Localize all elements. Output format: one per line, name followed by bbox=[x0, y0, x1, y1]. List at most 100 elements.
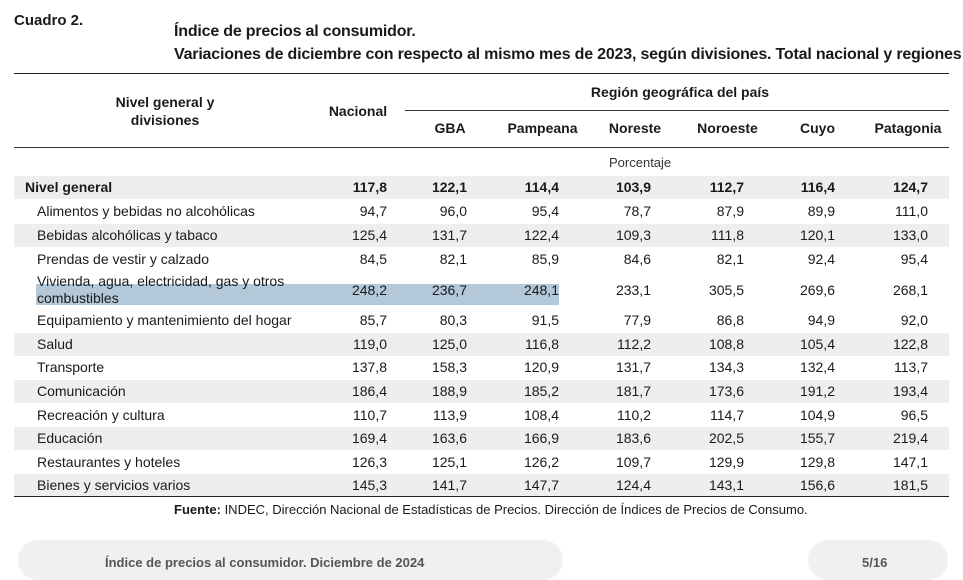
title-line-2: Variaciones de diciembre con respecto al… bbox=[174, 46, 962, 63]
cell-cuyo: 191,2 bbox=[799, 383, 835, 399]
cell-patagonia: 113,7 bbox=[894, 359, 928, 375]
cell-nacional: 145,3 bbox=[351, 477, 387, 493]
cell-cuyo: 155,7 bbox=[799, 430, 835, 446]
cell-noreste: 233,1 bbox=[615, 282, 651, 298]
cell-noreste: 110,2 bbox=[617, 407, 651, 423]
row-label: Nivel general bbox=[25, 179, 113, 195]
region-header-noroeste: Noroeste bbox=[697, 120, 758, 136]
cell-nacional: 110,7 bbox=[353, 407, 387, 423]
cell-gba: 163,6 bbox=[431, 430, 467, 446]
cell-noreste: 103,9 bbox=[615, 179, 651, 195]
cell-pampeana: 120,9 bbox=[523, 359, 559, 375]
cell-nacional: 117,8 bbox=[352, 179, 387, 195]
cell-noroeste: 112,7 bbox=[709, 179, 744, 195]
cell-nacional: 94,7 bbox=[359, 203, 387, 219]
table-row: Bienes y servicios varios 145,3 141,7 147,7… bbox=[14, 474, 949, 497]
cell-nacional: 84,5 bbox=[359, 251, 387, 267]
top-rule bbox=[14, 73, 949, 74]
table-row: Bebidas alcohólicas y tabaco 125,4 131,7 12… bbox=[14, 224, 949, 247]
cell-patagonia: 193,4 bbox=[892, 383, 928, 399]
cell-noroeste: 87,9 bbox=[716, 203, 744, 219]
region-rule bbox=[405, 110, 949, 111]
row-label: Recreación y cultura bbox=[37, 407, 165, 423]
cell-cuyo: 104,9 bbox=[799, 407, 835, 423]
cell-nacional: 125,4 bbox=[351, 227, 387, 243]
table-number: Cuadro 2. bbox=[14, 12, 84, 29]
cell-nacional: 119,0 bbox=[353, 336, 387, 352]
nacional-header: Nacional bbox=[328, 103, 388, 119]
table-row: Alimentos y bebidas no alcohólicas 94,7 96… bbox=[14, 200, 949, 223]
footer-title-bar: Índice de precios al consumidor. Diciemb… bbox=[18, 540, 563, 580]
cell-gba: 80,3 bbox=[439, 312, 467, 328]
cell-cuyo: 94,9 bbox=[807, 312, 835, 328]
header-bottom-rule bbox=[14, 147, 949, 148]
cell-patagonia: 124,7 bbox=[892, 179, 928, 195]
region-header-cuyo: Cuyo bbox=[800, 120, 835, 136]
cell-pampeana: 166,9 bbox=[523, 430, 559, 446]
region-header-noreste: Noreste bbox=[608, 120, 662, 136]
source-label: Fuente: bbox=[174, 502, 221, 517]
cell-cuyo: 89,9 bbox=[807, 203, 835, 219]
cell-noreste: 183,6 bbox=[615, 430, 651, 446]
cell-pampeana: 248,1 bbox=[523, 282, 559, 298]
cell-gba: 82,1 bbox=[439, 251, 467, 267]
table-row: Salud 119,0 125,0 116,8 112,2 108,8 105,4 122,8 bbox=[14, 333, 949, 356]
cell-pampeana: 126,2 bbox=[523, 454, 559, 470]
cell-patagonia: 95,4 bbox=[900, 251, 928, 267]
cell-gba: 96,0 bbox=[439, 203, 467, 219]
cell-gba: 122,1 bbox=[431, 179, 467, 195]
cell-noreste: 78,7 bbox=[623, 203, 651, 219]
cell-noroeste: 114,7 bbox=[710, 407, 744, 423]
row-label: Bienes y servicios varios bbox=[37, 477, 191, 493]
cell-pampeana: 122,4 bbox=[523, 227, 559, 243]
cell-cuyo: 129,8 bbox=[799, 454, 835, 470]
table-row: Equipamiento y mantenimiento del hogar 85… bbox=[14, 309, 949, 332]
cell-patagonia: 92,0 bbox=[900, 312, 928, 328]
row-label: Bebidas alcohólicas y tabaco bbox=[37, 227, 218, 243]
cell-cuyo: 132,4 bbox=[799, 359, 835, 375]
cell-noreste: 77,9 bbox=[623, 312, 651, 328]
title-line-1: Índice de precios al consumidor. bbox=[174, 23, 416, 40]
cell-cuyo: 105,4 bbox=[799, 336, 835, 352]
cell-nacional: 137,8 bbox=[351, 359, 387, 375]
row-label: Salud bbox=[37, 336, 73, 352]
row-label: Vivienda, agua, electricidad, gas y otro… bbox=[37, 273, 285, 306]
cell-pampeana: 114,4 bbox=[524, 179, 559, 195]
cell-patagonia: 147,1 bbox=[892, 454, 928, 470]
cell-cuyo: 92,4 bbox=[807, 251, 835, 267]
cell-gba: 158,3 bbox=[431, 359, 467, 375]
row-label: Comunicación bbox=[37, 383, 126, 399]
row-label: Alimentos y bebidas no alcohólicas bbox=[37, 203, 255, 219]
cell-noreste: 181,7 bbox=[615, 383, 651, 399]
footer-title: Índice de precios al consumidor. Diciemb… bbox=[105, 555, 425, 570]
cell-cuyo: 269,6 bbox=[799, 282, 835, 298]
cell-patagonia: 181,5 bbox=[892, 477, 928, 493]
table-title: Índice de precios al consumidor. Variaci… bbox=[174, 20, 962, 66]
page-number-bar: 5/16 bbox=[808, 540, 948, 580]
cell-gba: 188,9 bbox=[431, 383, 467, 399]
cell-noroeste: 305,5 bbox=[708, 282, 744, 298]
cell-noroeste: 202,5 bbox=[708, 430, 744, 446]
cell-nacional: 186,4 bbox=[351, 383, 387, 399]
cell-cuyo: 116,4 bbox=[800, 179, 835, 195]
cell-patagonia: 111,0 bbox=[895, 203, 928, 219]
cell-pampeana: 108,4 bbox=[523, 407, 559, 423]
cell-noreste: 124,4 bbox=[615, 477, 651, 493]
source-text: INDEC, Dirección Nacional de Estadística… bbox=[220, 502, 808, 517]
region-header-patagonia: Patagonia bbox=[874, 120, 942, 136]
cell-gba: 131,7 bbox=[431, 227, 467, 243]
division-header: Nivel general y divisiones bbox=[115, 94, 215, 128]
cell-nacional: 248,2 bbox=[351, 282, 387, 298]
table-row: Vivienda, agua, electricidad, gas y otro… bbox=[14, 272, 949, 309]
cell-patagonia: 268,1 bbox=[892, 282, 928, 298]
cell-pampeana: 91,5 bbox=[531, 312, 559, 328]
row-label: Prendas de vestir y calzado bbox=[37, 251, 209, 267]
row-label: Educación bbox=[37, 430, 103, 446]
region-header-gba: GBA bbox=[434, 120, 466, 136]
cell-noroeste: 86,8 bbox=[716, 312, 744, 328]
cell-noroeste: 108,8 bbox=[708, 336, 744, 352]
table-row: Comunicación 186,4 188,9 185,2 181,7 173,6 191… bbox=[14, 380, 949, 403]
row-label: Restaurantes y hoteles bbox=[37, 454, 181, 470]
cell-gba: 125,0 bbox=[431, 336, 467, 352]
cell-patagonia: 219,4 bbox=[892, 430, 928, 446]
